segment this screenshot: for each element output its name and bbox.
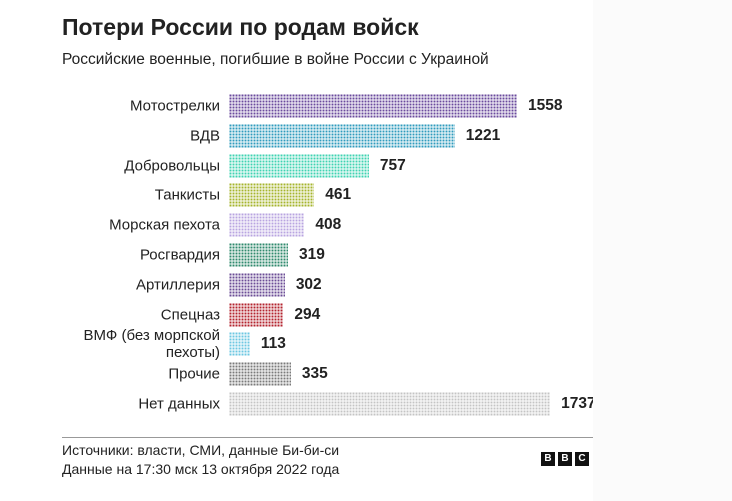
chart-subtitle: Российские военные, погибшие в войне Рос… bbox=[62, 51, 489, 68]
category-label: ВДВ bbox=[190, 127, 220, 144]
category-label: Артиллерия bbox=[136, 276, 220, 293]
value-label: 335 bbox=[301, 365, 328, 383]
category-label-line: Мотострелки bbox=[130, 97, 220, 115]
bar-row: Нет данных 1737 bbox=[0, 392, 593, 416]
date-text: Данные на 17:30 мск 13 октября 2022 года bbox=[62, 461, 340, 477]
bar bbox=[229, 362, 291, 387]
value-label: 461 bbox=[325, 186, 352, 204]
bar bbox=[229, 272, 285, 297]
bbc-logo-letter: C bbox=[575, 452, 589, 466]
bar-row: Танкисты 461 bbox=[0, 183, 593, 208]
category-label: Морская пехота bbox=[109, 217, 220, 234]
value-label: 408 bbox=[315, 216, 342, 234]
category-label: Росгвардия bbox=[140, 247, 220, 264]
category-label: Прочие bbox=[168, 366, 220, 383]
bar bbox=[229, 153, 369, 178]
value-label: 302 bbox=[295, 275, 322, 293]
category-label-line: Прочие bbox=[168, 365, 220, 383]
value-label: 757 bbox=[379, 156, 406, 174]
bar-row: Мотострелки 1558 bbox=[0, 94, 593, 118]
category-label: Спецназ bbox=[161, 306, 220, 323]
bar-row: Росгвардия 319 bbox=[0, 243, 593, 267]
category-label: Мотострелки bbox=[130, 98, 220, 115]
bar bbox=[229, 392, 551, 416]
bar-row: Морская пехота 408 bbox=[0, 213, 593, 238]
category-label-line: Морская пехота bbox=[109, 216, 220, 234]
bar bbox=[229, 213, 305, 238]
value-label: 1558 bbox=[528, 97, 563, 114]
bar bbox=[229, 243, 288, 267]
bar-row: Артиллерия 302 bbox=[0, 272, 593, 297]
bar bbox=[229, 123, 455, 148]
bar-row: Добровольцы 757 bbox=[0, 153, 593, 178]
category-label-line: Добровольцы bbox=[124, 157, 220, 175]
value-label: 113 bbox=[260, 335, 286, 353]
footer-divider bbox=[62, 437, 593, 438]
bbc-logo: B B C bbox=[541, 452, 589, 466]
value-label: 1737 bbox=[561, 395, 593, 412]
category-label: ВМФ (без морпской пехоты) bbox=[84, 327, 220, 361]
category-label-line: Нет данных bbox=[138, 395, 220, 413]
category-label: Нет данных bbox=[138, 396, 220, 413]
bar bbox=[229, 302, 284, 327]
bar bbox=[229, 183, 315, 208]
category-label-line: Спецназ bbox=[160, 306, 220, 324]
bar-row: ВДВ 1221 bbox=[0, 123, 593, 148]
bar bbox=[229, 332, 250, 357]
bar bbox=[229, 94, 517, 118]
bar-row: Спецназ 294 bbox=[0, 302, 593, 327]
category-label-line: Танкисты bbox=[154, 186, 220, 204]
bar-row: Прочие 335 bbox=[0, 362, 593, 387]
sources-text: Источники: власти, СМИ, данные Би-би-си bbox=[62, 442, 340, 458]
category-label: Танкисты bbox=[155, 187, 220, 204]
category-label-line: ВДВ bbox=[190, 127, 220, 145]
chart-card: Потери России по родам войск Российские … bbox=[0, 14, 593, 477]
bbc-logo-letter: B bbox=[558, 452, 572, 466]
value-label: 294 bbox=[294, 305, 321, 323]
category-label-line: пехоты) bbox=[165, 344, 220, 362]
category-label-line: ВМФ (без морпской bbox=[83, 327, 220, 345]
bbc-logo-letter: B bbox=[541, 452, 555, 466]
chart-title: Потери России по родам войск bbox=[62, 14, 419, 40]
bar-row: ВМФ (без морпской пехоты) 113 bbox=[0, 327, 593, 361]
category-label-line: Росгвардия bbox=[139, 246, 220, 264]
category-label: Добровольцы bbox=[124, 157, 220, 174]
value-label: 1221 bbox=[465, 126, 501, 144]
category-label-line: Артиллерия bbox=[136, 276, 220, 294]
value-label: 319 bbox=[298, 246, 325, 263]
background-margin bbox=[593, 0, 732, 501]
